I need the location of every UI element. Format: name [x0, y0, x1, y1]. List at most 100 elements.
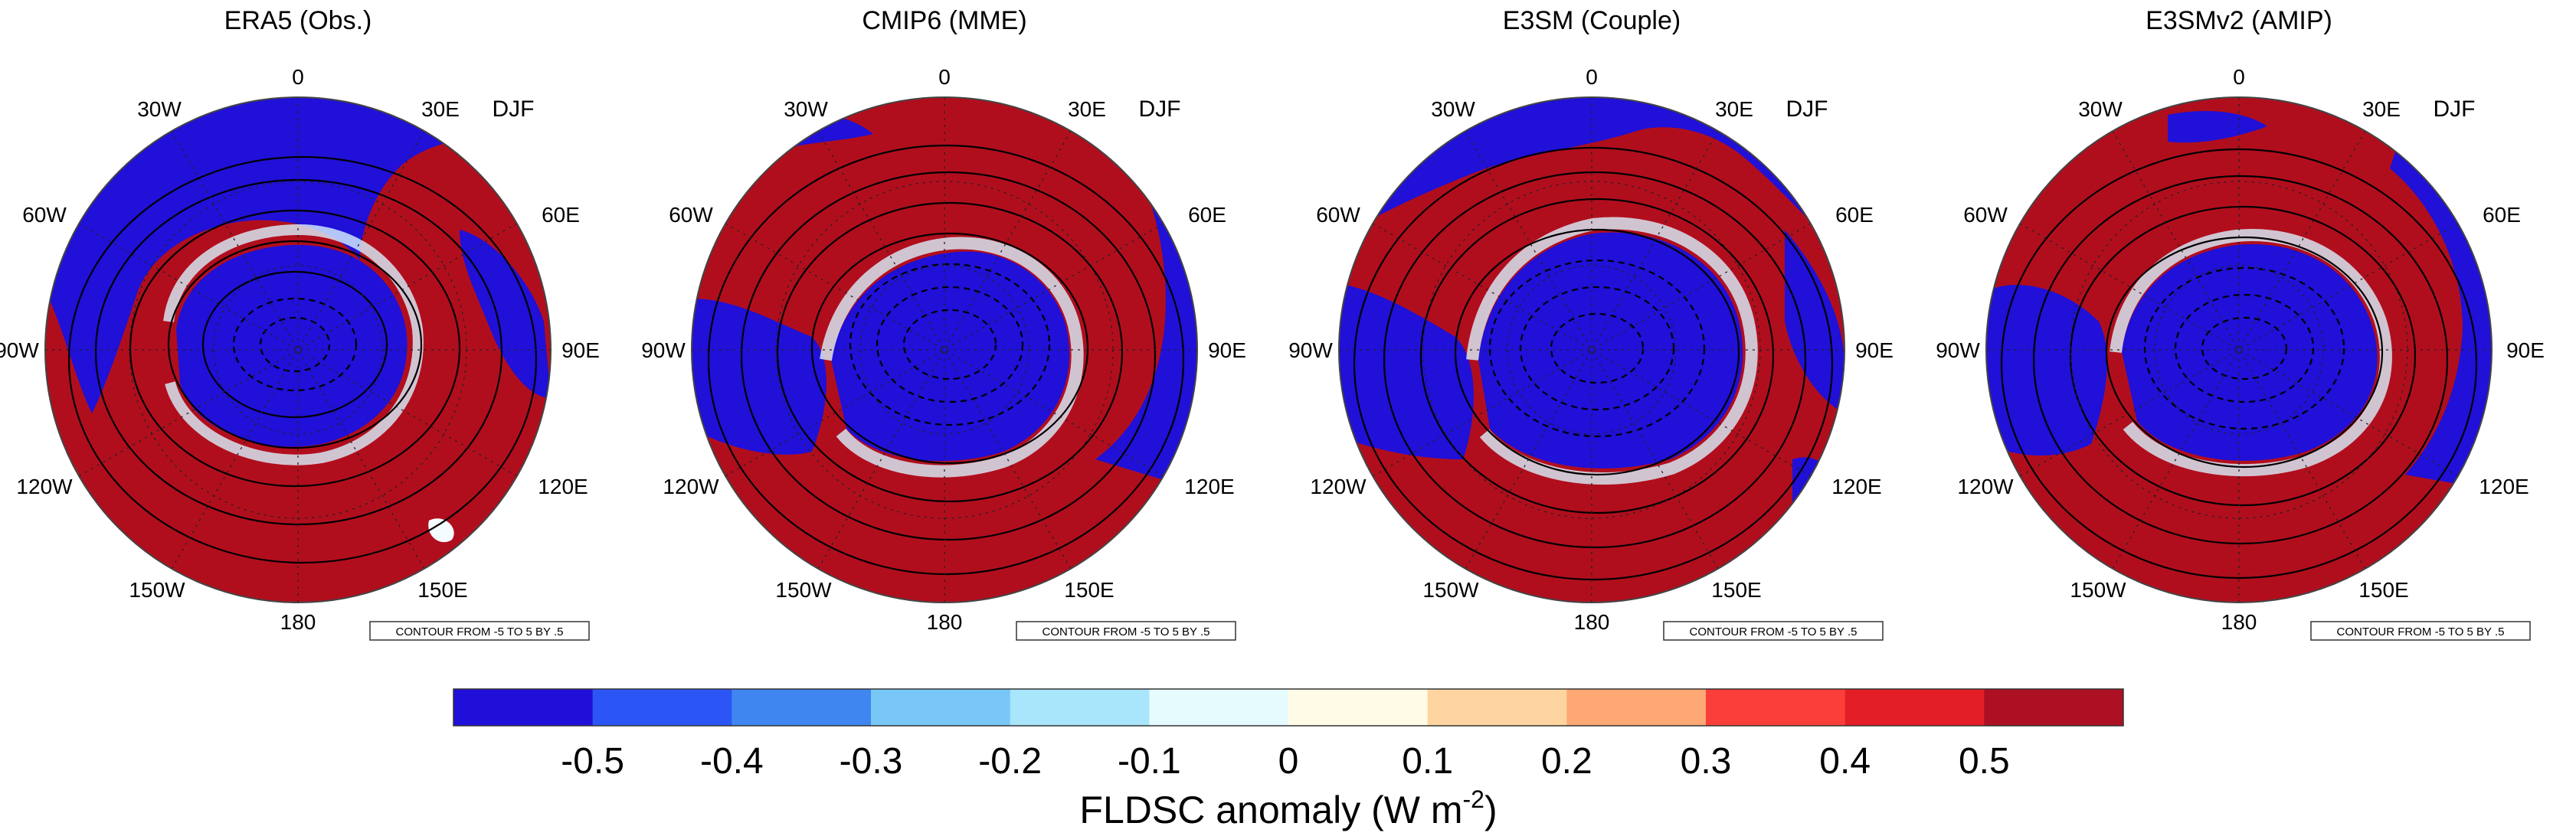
polar-map [1339, 97, 1844, 603]
lon-label-30e: 30E [2362, 97, 2401, 121]
lon-label-150e: 150E [1711, 578, 1761, 602]
colorbar-label: FLDSC anomaly (W m-2) [1079, 785, 1497, 831]
lon-label-180: 180 [1574, 610, 1610, 634]
graticule [1986, 97, 2492, 603]
lon-label-60w: 60W [22, 203, 67, 227]
contour-note-box [1663, 621, 1884, 641]
map-boundary [1985, 96, 2493, 603]
contour-note: CONTOUR FROM -5 TO 5 BY .5 [1690, 625, 1858, 638]
blue-anomaly-north [2168, 111, 2267, 143]
colorbar-box [1984, 689, 2124, 726]
blue-anomaly-north [1339, 97, 1844, 253]
lon-label-30w: 30W [784, 97, 828, 121]
lon-label-90e: 90E [1208, 338, 1246, 362]
lon-label-90w: 90W [1288, 338, 1333, 362]
colorbar-tick-labels: -0.5 -0.4 -0.3 -0.2 -0.1 0 0.1 0.2 0.3 0.4 0.5 [561, 741, 2009, 782]
panel-cmip6: CMIP6 (MME) [641, 6, 1246, 641]
longitude-labels: 0 30E 60E 90E 120E 150E 180 150W 120W 90… [641, 65, 1246, 634]
longitude-labels: 0 30E 60E 90E 120E 150E 180 150W 120W 90… [0, 65, 600, 634]
lon-label-90w: 90W [1936, 338, 1980, 362]
lon-label-90w: 90W [0, 338, 39, 362]
longitude-labels: 0 30E 60E 90E 120E 150E 180 150W 120W 90… [1288, 65, 1894, 634]
lon-label-60e: 60E [1188, 203, 1226, 227]
contour-note: CONTOUR FROM -5 TO 5 BY .5 [2337, 625, 2505, 638]
panel-e3sm-couple: E3SM (Couple) [1288, 6, 1894, 641]
colorbar-boxes [453, 689, 2124, 726]
panel-e3smv2-amip: E3SMv2 (AMIP) [1936, 6, 2545, 641]
panel-title: E3SMv2 (AMIP) [2146, 6, 2332, 35]
lon-label-60e: 60E [542, 203, 580, 227]
panel-title: CMIP6 (MME) [862, 6, 1026, 35]
lon-label-0: 0 [938, 65, 951, 89]
colorbar-tick-label: -0.1 [1118, 741, 1181, 782]
lon-label-60w: 60W [669, 203, 713, 227]
lon-label-120e: 120E [1184, 475, 1234, 498]
colorbar-label-end: ) [1484, 789, 1497, 831]
lon-label-30e: 30E [1068, 97, 1106, 121]
colorbar-tick-label: 0.3 [1681, 741, 1732, 782]
lon-label-120e: 120E [538, 475, 588, 498]
lon-label-60e: 60E [1835, 203, 1874, 227]
map-boundary [691, 96, 1198, 603]
blue-anomaly-west [1339, 283, 1474, 459]
lon-label-90e: 90E [2506, 338, 2545, 362]
polar-map [692, 97, 1197, 603]
contour-note: CONTOUR FROM -5 TO 5 BY .5 [396, 625, 564, 638]
map-boundary [1338, 96, 1845, 603]
contour-note-box [2310, 621, 2531, 641]
lon-label-30e: 30E [1715, 97, 1753, 121]
contour-note: CONTOUR FROM -5 TO 5 BY .5 [1043, 625, 1210, 638]
lon-label-60w: 60W [1963, 203, 2008, 227]
colorbar-box [1566, 689, 1707, 726]
colorbar-tick-label: -0.4 [700, 741, 764, 782]
season-label: DJF [493, 96, 535, 122]
lon-label-120e: 120E [1831, 475, 1881, 498]
colorbar-tick-label: -0.3 [840, 741, 903, 782]
lon-label-120w: 120W [16, 475, 73, 498]
colorbar-box [1427, 689, 1567, 726]
colorbar-box [1010, 689, 1150, 726]
white-patch [428, 518, 454, 543]
colorbar-box [871, 689, 1011, 726]
lon-label-30e: 30E [421, 97, 460, 121]
lon-label-180: 180 [280, 610, 316, 634]
blue-anomaly-center [176, 245, 408, 447]
colorbar-label-main: FLDSC anomaly (W m [1079, 789, 1462, 831]
lon-label-180: 180 [2221, 610, 2257, 634]
lon-label-120w: 120W [1310, 475, 1367, 498]
white-band [1466, 217, 1758, 485]
polar-map [45, 97, 551, 603]
lon-label-0: 0 [1586, 65, 1598, 89]
colorbar-box [1149, 689, 1289, 726]
season-label: DJF [2434, 96, 2476, 122]
lon-label-0: 0 [2233, 65, 2245, 89]
lon-label-90e: 90E [561, 338, 600, 362]
colorbar-box [453, 689, 594, 726]
lon-label-180: 180 [927, 610, 963, 634]
polar-map [1986, 97, 2492, 603]
graticule [1339, 97, 1844, 603]
colorbar-tick-label: -0.5 [561, 741, 624, 782]
lon-label-120e: 120E [2479, 475, 2529, 498]
lon-label-30w: 30W [137, 97, 182, 121]
season-label: DJF [1786, 96, 1828, 122]
colorbar-label-sup: -2 [1462, 785, 1484, 813]
blue-anomaly-region [45, 97, 551, 413]
white-band [163, 224, 424, 465]
contour-lines [67, 155, 538, 564]
contour-note-box [369, 621, 590, 641]
white-band [2110, 229, 2392, 477]
lon-label-60e: 60E [2483, 203, 2521, 227]
lon-label-150w: 150W [775, 578, 832, 602]
colorbar: -0.5 -0.4 -0.3 -0.2 -0.1 0 0.1 0.2 0.3 0.4 0.5 FLD… [453, 688, 2124, 831]
colorbar-box [1844, 689, 1985, 726]
contour-lines [1353, 146, 1834, 581]
lon-label-150e: 150E [2358, 578, 2408, 602]
colorbar-box [732, 689, 872, 726]
contour-note-box [1016, 621, 1236, 641]
season-label: DJF [1139, 96, 1181, 122]
colorbar-tick-label: 0.5 [1959, 741, 2010, 782]
colorbar-box [592, 689, 732, 726]
colorbar-tick-label: 0.4 [1819, 741, 1871, 782]
